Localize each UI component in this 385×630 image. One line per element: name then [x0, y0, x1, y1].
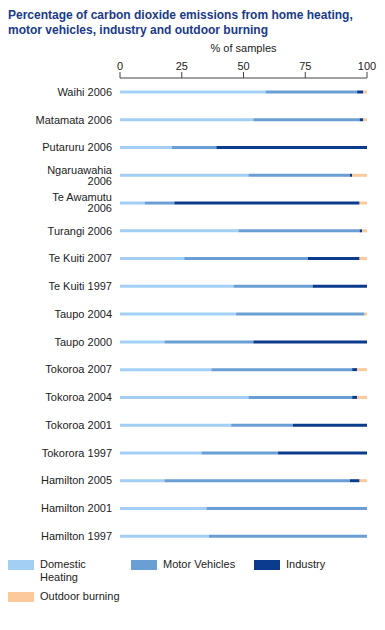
svg-text:25: 25: [176, 60, 188, 72]
html-text:Percentage of carbon dioxide e: Percentage of carbon dioxide emissions f…: [8, 8, 353, 37]
svg-text:Taupo 2000: Taupo 2000: [55, 336, 113, 348]
svg-text:75: 75: [299, 60, 311, 72]
html-text:Motor Vehicles: Motor Vehicles: [163, 558, 236, 570]
svg-text:Tokorora 1997: Tokorora 1997: [42, 447, 112, 459]
svg-text:Taupo 2004: Taupo 2004: [55, 308, 113, 320]
svg-text:Ngaruawahia2006: Ngaruawahia2006: [47, 164, 113, 187]
svg-text:Hamilton 2001: Hamilton 2001: [41, 502, 112, 514]
html-text:Outdoor burning: Outdoor burning: [40, 590, 120, 602]
svg-text:Tokoroa 2004: Tokoroa 2004: [45, 391, 112, 403]
svg-text:50: 50: [237, 60, 249, 72]
svg-text:Putaruru 2006: Putaruru 2006: [42, 141, 112, 153]
svg-text:Tokoroa 2001: Tokoroa 2001: [45, 419, 112, 431]
svg-text:0: 0: [117, 60, 123, 72]
svg-text:Te Awamutu2006: Te Awamutu2006: [52, 191, 112, 214]
html-text:% of samples: % of samples: [210, 42, 277, 54]
svg-text:Matamata 2006: Matamata 2006: [36, 114, 112, 126]
html-text:Domestic Heating: Domestic Heating: [40, 558, 86, 583]
svg-text:Turangi 2006: Turangi 2006: [48, 225, 112, 237]
svg-text:Hamilton 2005: Hamilton 2005: [41, 474, 112, 486]
svg-text:Hamilton 1997: Hamilton 1997: [41, 530, 112, 542]
svg-text:Tokoroa 2007: Tokoroa 2007: [45, 363, 112, 375]
svg-text:100: 100: [358, 60, 376, 72]
svg-text:Te Kuiti 1997: Te Kuiti 1997: [48, 280, 112, 292]
svg-text:Waihi 2006: Waihi 2006: [57, 86, 112, 98]
html-text:Industry: Industry: [286, 558, 326, 570]
svg-text:Te Kuiti 2007: Te Kuiti 2007: [48, 252, 112, 264]
